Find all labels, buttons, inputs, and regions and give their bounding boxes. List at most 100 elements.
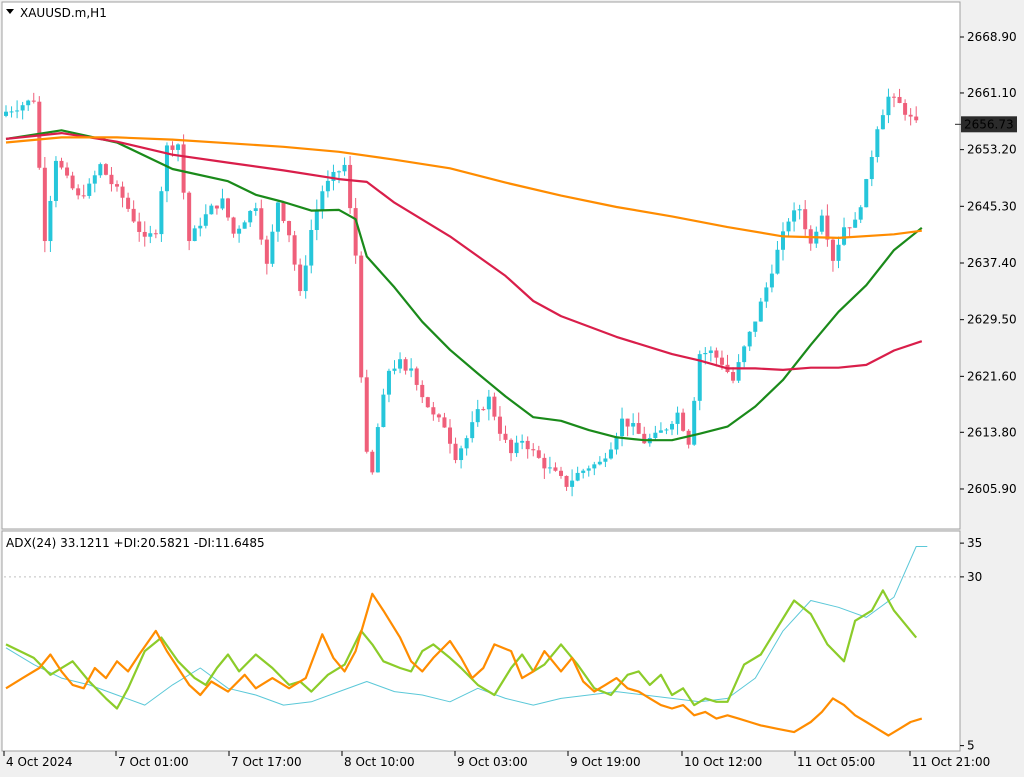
candle-body: [747, 331, 752, 347]
candle-body: [420, 384, 425, 398]
candle-body: [664, 429, 669, 431]
time-tick-label: 9 Oct 03:00: [457, 755, 528, 769]
candle-body: [575, 472, 580, 481]
price-tick-label: 2645.30: [967, 199, 1017, 213]
candle-body: [109, 174, 114, 185]
candle-body: [497, 416, 502, 434]
candle-body: [531, 449, 536, 451]
candle-body: [481, 409, 486, 411]
symbol-title: XAUUSD.m,H1: [20, 6, 107, 20]
time-tick-label: 7 Oct 17:00: [231, 755, 302, 769]
price-tick-label: 2621.60: [967, 369, 1017, 383]
candle-body: [475, 409, 480, 423]
candle-body: [76, 188, 81, 196]
candle-body: [248, 210, 253, 223]
candle-body: [614, 436, 619, 450]
current-price-tag-bg: [961, 116, 1017, 133]
price-tick-label: 2637.40: [967, 256, 1017, 270]
candle-body: [892, 96, 896, 98]
candle-body: [897, 96, 902, 104]
candle-body: [270, 231, 275, 264]
candle-body: [392, 368, 397, 371]
candle-body: [797, 209, 802, 211]
candle-body: [581, 470, 586, 473]
candle-body: [536, 450, 541, 458]
candle-body: [869, 157, 874, 180]
candle-body: [453, 443, 458, 461]
candle-body: [719, 357, 724, 365]
indicator-tick-label: 35: [967, 536, 982, 550]
indicator-title: ADX(24) 33.1211 +DI:20.5821 -DI:11.6485: [6, 536, 265, 550]
candle-body: [570, 480, 575, 487]
candle-body: [631, 423, 636, 427]
candle-body: [164, 145, 169, 192]
candle-body: [348, 164, 353, 209]
chevron-down-icon[interactable]: [6, 9, 14, 14]
candle-body: [775, 249, 780, 274]
candle-body: [692, 400, 697, 445]
candle-body: [87, 183, 92, 196]
candle-body: [176, 144, 181, 150]
candle-body: [237, 228, 242, 234]
price-tick-label: 2668.90: [967, 30, 1017, 44]
symbol-header[interactable]: XAUUSD.m,H1: [6, 6, 107, 20]
indicator-plot: [4, 546, 958, 737]
candle-body: [742, 346, 747, 363]
candle-body: [131, 208, 136, 222]
candle-body: [880, 115, 885, 130]
candle-body: [608, 449, 613, 459]
candle-body: [764, 287, 769, 302]
minus-di-line: [5, 592, 923, 737]
candle-body: [242, 222, 247, 229]
candle-body: [431, 407, 436, 415]
candle-body: [214, 205, 219, 209]
candle-body: [381, 394, 386, 428]
candle-body: [658, 430, 663, 433]
candle-body: [53, 160, 58, 201]
candle-body: [203, 214, 208, 226]
candle-body: [525, 440, 530, 450]
candle-body: [159, 191, 164, 235]
indicator-tick-label: 30: [967, 570, 982, 584]
candle-body: [781, 231, 785, 250]
candle-body: [414, 368, 419, 385]
candle-body: [231, 217, 236, 234]
price-tick-label: 2661.10: [967, 86, 1017, 100]
candle-body: [625, 418, 630, 427]
candle-body: [908, 114, 913, 117]
time-axis: 4 Oct 2024 7 Oct 01:00 7 Oct 17:00 8 Oct 10…: [3, 751, 990, 769]
candle-body: [592, 464, 597, 469]
candle-body: [597, 461, 602, 465]
candle-body: [553, 467, 558, 471]
candle-body: [281, 202, 286, 222]
candle-body: [758, 301, 763, 322]
candle-body: [398, 359, 403, 369]
candle-body: [448, 427, 452, 444]
time-tick-label: 4 Oct 2024: [6, 755, 73, 769]
candle-body: [325, 180, 330, 192]
indicator-axis: 35 30 5: [960, 536, 982, 753]
candle-body: [275, 202, 280, 232]
candle-body: [858, 207, 863, 220]
candle-body: [198, 225, 203, 229]
candle-body: [31, 100, 36, 102]
candle-body: [503, 433, 508, 440]
price-pane[interactable]: [1, 1, 961, 530]
candle-body: [853, 219, 858, 228]
candle-body: [209, 205, 214, 215]
candle-body: [886, 96, 891, 116]
candle-body: [753, 321, 758, 332]
candle-body: [292, 235, 297, 265]
current-price-tag: 2656.73: [961, 116, 1017, 133]
candle-body: [126, 197, 131, 209]
price-tick-label: 2653.20: [967, 143, 1017, 157]
time-tick-label: 7 Oct 01:00: [118, 755, 189, 769]
candle-body: [547, 467, 552, 469]
candle-body: [26, 100, 31, 106]
candle-body: [42, 167, 47, 242]
candle-body: [459, 448, 464, 461]
candle-body: [825, 215, 830, 240]
plus-di-line: [5, 589, 918, 710]
